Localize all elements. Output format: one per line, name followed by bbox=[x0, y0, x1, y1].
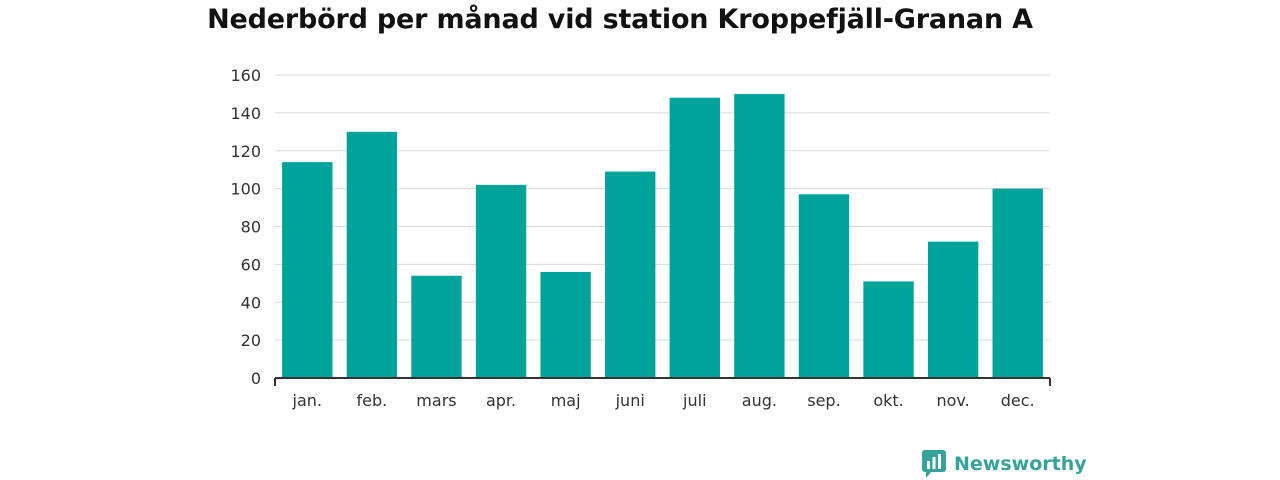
bar bbox=[605, 171, 656, 378]
y-tick-label: 160 bbox=[230, 66, 261, 85]
bars bbox=[282, 93, 1043, 378]
brand-name: Newsworthy bbox=[954, 453, 1087, 475]
x-tick-label: jan. bbox=[292, 391, 322, 410]
x-tick-label: mars bbox=[416, 391, 456, 410]
x-tick-label: aug. bbox=[742, 391, 777, 410]
newsworthy-brand: Newsworthy bbox=[922, 450, 1087, 478]
bar bbox=[669, 97, 720, 378]
bar bbox=[282, 162, 333, 378]
x-tick-label: juli bbox=[682, 391, 706, 410]
x-tick-label: dec. bbox=[1001, 391, 1035, 410]
y-axis-labels: 0 20 40 60 80 100 120 140 160 bbox=[230, 66, 261, 388]
y-tick-label: 80 bbox=[241, 218, 261, 237]
x-tick-label: maj bbox=[551, 391, 581, 410]
bar bbox=[863, 281, 914, 378]
bar bbox=[411, 275, 462, 378]
gridlines bbox=[275, 74, 1050, 341]
chart-title: Nederbörd per månad vid station Kroppefj… bbox=[207, 4, 1033, 35]
bar bbox=[475, 184, 527, 378]
x-axis bbox=[274, 377, 1051, 386]
bar bbox=[992, 188, 1043, 378]
y-tick-label: 100 bbox=[230, 180, 261, 199]
y-tick-label: 120 bbox=[230, 142, 261, 161]
bar bbox=[798, 194, 850, 378]
bar bbox=[540, 271, 591, 378]
x-tick-label: feb. bbox=[357, 391, 388, 410]
bar bbox=[927, 241, 979, 378]
y-tick-label: 140 bbox=[230, 104, 261, 123]
y-tick-label: 0 bbox=[251, 369, 261, 388]
x-tick-label: juni bbox=[615, 391, 645, 410]
y-tick-label: 60 bbox=[241, 255, 261, 274]
newsworthy-logo-icon bbox=[922, 450, 946, 478]
x-tick-label: nov. bbox=[937, 391, 970, 410]
y-tick-label: 40 bbox=[241, 293, 261, 312]
bar bbox=[346, 131, 398, 378]
x-tick-label: apr. bbox=[486, 391, 516, 410]
bar bbox=[734, 93, 785, 378]
x-tick-label: okt. bbox=[873, 391, 903, 410]
x-axis-labels: jan. feb. mars apr. maj juni juli aug. sep. okt. n… bbox=[292, 391, 1035, 410]
x-tick-label: sep. bbox=[807, 391, 840, 410]
y-tick-label: 20 bbox=[241, 331, 261, 350]
